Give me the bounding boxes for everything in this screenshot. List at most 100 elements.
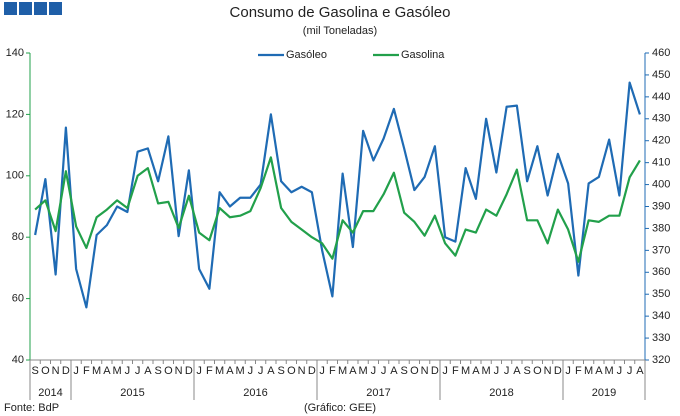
x-tick-label: A <box>472 365 480 377</box>
legend-label: Gasóleo <box>286 49 327 61</box>
y2-tick-label: 330 <box>652 332 670 344</box>
x-tick-label: D <box>185 365 193 377</box>
y2-tick-label: 420 <box>652 135 670 147</box>
x-tick-label: A <box>513 365 521 377</box>
x-tick-label: A <box>144 365 152 377</box>
x-tick-label: F <box>83 365 90 377</box>
logo-square <box>49 2 62 15</box>
year-label: 2016 <box>243 387 267 399</box>
x-tick-label: J <box>135 365 141 377</box>
x-tick-label: J <box>381 365 387 377</box>
x-tick-label: M <box>215 365 224 377</box>
y2-tick-label: 440 <box>652 91 670 103</box>
y2-tick-label: 460 <box>652 47 670 59</box>
x-tick-label: O <box>41 365 50 377</box>
x-tick-label: O <box>287 365 296 377</box>
y2-tick-label: 340 <box>652 310 670 322</box>
x-tick-label: F <box>329 365 336 377</box>
x-tick-label: A <box>226 365 234 377</box>
y2-tick-label: 390 <box>652 200 670 212</box>
source: Fonte: BdP <box>4 402 59 414</box>
x-tick-label: A <box>595 365 603 377</box>
x-tick-label: S <box>154 365 161 377</box>
x-tick-label: F <box>206 365 213 377</box>
x-tick-label: D <box>431 365 439 377</box>
x-tick-label: A <box>390 365 398 377</box>
x-tick-label: N <box>421 365 429 377</box>
x-tick-label: F <box>452 365 459 377</box>
x-tick-label: S <box>523 365 530 377</box>
y2-tick-label: 320 <box>652 354 670 366</box>
x-tick-label: J <box>248 365 254 377</box>
x-tick-label: J <box>371 365 377 377</box>
x-tick-label: J <box>442 365 448 377</box>
x-tick-label: D <box>62 365 70 377</box>
logo-square <box>19 2 32 15</box>
year-label: 2017 <box>366 387 390 399</box>
x-tick-label: A <box>103 365 111 377</box>
x-tick-label: S <box>31 365 38 377</box>
y-tick-label: 80 <box>12 231 24 243</box>
x-tick-label: M <box>461 365 470 377</box>
series-line <box>34 156 641 263</box>
x-tick-label: F <box>575 365 582 377</box>
y-tick-label: 100 <box>6 170 24 182</box>
x-tick-label: J <box>504 365 510 377</box>
x-tick-label: J <box>258 365 264 377</box>
y-tick-label: 60 <box>12 293 24 305</box>
y-tick-label: 140 <box>6 47 24 59</box>
x-tick-label: J <box>617 365 623 377</box>
x-tick-label: M <box>236 365 245 377</box>
x-tick-label: M <box>359 365 368 377</box>
x-tick-label: S <box>277 365 284 377</box>
year-label: 2015 <box>120 387 144 399</box>
x-tick-label: A <box>267 365 275 377</box>
y2-tick-label: 380 <box>652 222 670 234</box>
x-tick-label: O <box>533 365 542 377</box>
x-tick-label: J <box>196 365 202 377</box>
x-tick-label: J <box>494 365 500 377</box>
y2-tick-label: 350 <box>652 288 670 300</box>
x-tick-label: M <box>113 365 122 377</box>
x-tick-label: J <box>627 365 633 377</box>
chart-title: Consumo de Gasolina e Gasóleo <box>230 4 451 21</box>
credit: (Gráfico: GEE) <box>304 402 376 414</box>
x-tick-label: D <box>554 365 562 377</box>
x-tick-label: M <box>584 365 593 377</box>
x-tick-label: O <box>410 365 419 377</box>
y2-tick-label: 370 <box>652 244 670 256</box>
logo-square <box>4 2 17 15</box>
chart-subtitle: (mil Toneladas) <box>303 25 377 37</box>
y2-tick-label: 400 <box>652 178 670 190</box>
x-tick-label: M <box>92 365 101 377</box>
year-label: 2019 <box>592 387 616 399</box>
series-line <box>34 81 641 309</box>
x-tick-label: O <box>164 365 173 377</box>
x-tick-label: M <box>482 365 491 377</box>
y2-tick-label: 410 <box>652 157 670 169</box>
y2-tick-label: 430 <box>652 113 670 125</box>
x-tick-label: N <box>298 365 306 377</box>
x-tick-label: M <box>338 365 347 377</box>
logo-square <box>34 2 47 15</box>
x-tick-label: N <box>175 365 183 377</box>
x-tick-label: D <box>308 365 316 377</box>
x-tick-label: A <box>349 365 357 377</box>
x-tick-label: A <box>636 365 644 377</box>
y-tick-label: 120 <box>6 108 24 120</box>
x-tick-label: M <box>605 365 614 377</box>
x-tick-label: J <box>319 365 325 377</box>
y-tick-label: 40 <box>12 354 24 366</box>
year-label: 2018 <box>489 387 513 399</box>
x-tick-label: S <box>400 365 407 377</box>
x-tick-label: N <box>544 365 552 377</box>
x-tick-label: N <box>52 365 60 377</box>
y2-tick-label: 360 <box>652 266 670 278</box>
x-tick-label: J <box>565 365 571 377</box>
year-label: 2014 <box>38 387 62 399</box>
x-tick-label: J <box>73 365 79 377</box>
y2-tick-label: 450 <box>652 69 670 81</box>
legend-label: Gasolina <box>401 49 445 61</box>
x-tick-label: J <box>125 365 131 377</box>
